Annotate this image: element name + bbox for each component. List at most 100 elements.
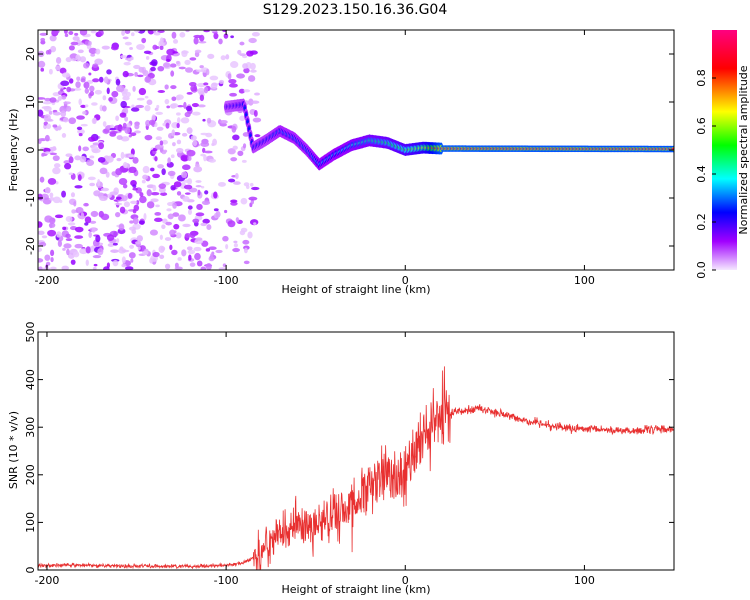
- colorbar-tick-label: 0.2: [695, 213, 708, 231]
- spectrogram-noise-blob: [172, 39, 179, 44]
- spectrogram-noise-blob: [49, 97, 57, 103]
- spectrogram-ridge-core: [246, 120, 249, 124]
- spectrogram-noise-blob: [178, 66, 186, 70]
- spectrogram-noise-blob: [53, 163, 61, 168]
- spectrogram-noise-blob: [165, 122, 170, 129]
- spectrogram-noise-blob: [134, 30, 140, 33]
- spectrogram-noise-blob: [78, 132, 83, 137]
- spectrogram-noise-blob: [118, 223, 125, 231]
- spectrogram-noise-blob: [250, 69, 257, 73]
- spectrogram-noise-blob: [167, 170, 176, 177]
- spectrogram-noise-blob: [248, 98, 254, 106]
- spectrogram-noise-blob: [175, 60, 180, 65]
- spectrogram-noise-blob: [209, 75, 219, 81]
- spectrogram-noise-blob: [83, 81, 90, 89]
- spectrogram-noise-blob: [74, 235, 84, 239]
- spectrogram-noise-blob: [103, 266, 110, 270]
- spectrogram-noise-blob: [225, 244, 229, 250]
- spectrogram-noise-blob: [135, 104, 145, 109]
- spectrogram-noise-blob: [192, 111, 201, 116]
- spectrogram-noise-blob: [38, 258, 44, 263]
- spectrogram-noise-blob: [132, 85, 136, 92]
- spectrogram-noise-blob: [50, 45, 57, 53]
- spectrogram-noise-blob: [155, 136, 162, 141]
- spectrogram-noise-blob: [143, 213, 147, 221]
- spectrogram-noise-blob: [70, 192, 76, 198]
- spectrogram-noise-blob: [157, 30, 165, 33]
- spectrogram-noise-blob: [227, 220, 236, 228]
- spectrogram-noise-blob: [215, 249, 223, 254]
- spectrogram-noise-blob: [154, 212, 162, 216]
- spectrogram-noise-blob: [175, 147, 184, 154]
- spectrogram-noise-blob: [98, 142, 105, 150]
- spectrogram-noise-blob: [233, 243, 238, 248]
- spectrogram-noise-blob: [49, 192, 54, 198]
- spectrogram-noise-blob: [229, 92, 237, 97]
- spectrogram-noise-blob: [52, 124, 58, 128]
- spectrogram-noise-blob: [141, 37, 147, 44]
- spectrogram-noise-blob: [49, 152, 58, 156]
- spectrogram-noise-blob: [203, 30, 210, 33]
- spectrogram-noise-blob: [48, 49, 52, 55]
- spectrogram-noise-blob: [99, 195, 108, 202]
- spectrogram-noise-blob: [164, 237, 172, 241]
- spectrogram-noise-blob: [154, 156, 158, 162]
- spectrogram-noise-blob: [246, 50, 254, 57]
- spectrogram-noise-blob: [109, 130, 118, 135]
- spectrogram-noise-blob: [124, 30, 131, 34]
- spectrogram-noise-blob: [80, 78, 86, 83]
- spectrogram-noise-blob: [122, 122, 127, 129]
- spectrogram-noise-blob: [215, 210, 221, 218]
- spectrogram-noise-blob: [147, 30, 155, 35]
- spectrogram-noise-blob: [197, 189, 201, 196]
- spectrogram-noise-blob: [144, 76, 151, 83]
- spectrogram-noise-blob: [64, 33, 69, 38]
- spectrogram-noise-blob: [64, 163, 72, 170]
- spectrogram-noise-blob: [158, 245, 165, 253]
- snr-ylabel: SNR (10 * v/v): [7, 411, 20, 489]
- spectrogram-noise-blob: [224, 209, 228, 214]
- spectrogram-noise-blob: [164, 84, 169, 90]
- spectrogram-noise-blob: [68, 117, 77, 125]
- spectrogram-noise-blob: [239, 41, 245, 46]
- spectrogram-noise-blob: [188, 254, 192, 261]
- spectrogram-noise-blob: [175, 94, 184, 100]
- spectrogram-noise-blob: [249, 182, 254, 187]
- spectrogram-noise-blob: [144, 104, 151, 112]
- spectrogram-noise-blob: [184, 192, 191, 195]
- spectrogram-ytick-label: -20: [24, 237, 37, 255]
- spectrogram-noise-blob: [170, 70, 175, 77]
- spectrogram-noise-blob: [182, 164, 191, 171]
- spectrogram-noise-blob: [115, 115, 120, 122]
- spectrogram-noise-blob: [175, 232, 182, 239]
- spectrogram-noise-blob: [94, 89, 102, 95]
- spectrogram-noise-blob: [161, 224, 166, 230]
- spectrogram-noise-blob: [142, 174, 149, 180]
- spectrogram-noise-blob: [78, 98, 82, 106]
- spectrogram-noise-blob: [208, 158, 216, 163]
- spectrogram-noise-blob: [70, 41, 79, 46]
- spectrogram-noise-blob: [155, 111, 164, 115]
- spectrogram-noise-blob: [159, 37, 164, 44]
- spectrogram-noise-blob: [84, 104, 89, 108]
- spectrogram-noise-blob: [50, 249, 55, 257]
- spectrogram-noise-blob: [243, 247, 248, 254]
- spectrogram-noise-blob: [149, 257, 154, 264]
- spectrogram-noise-blob: [202, 218, 210, 224]
- spectrogram-noise-blob: [79, 248, 88, 255]
- spectrogram-noise-blob: [176, 122, 180, 129]
- spectrogram-noise-blob: [247, 75, 256, 82]
- spectrogram-noise-blob: [128, 154, 135, 158]
- spectrogram-noise-blob: [185, 67, 194, 73]
- spectrogram-noise-blob: [192, 218, 200, 224]
- spectrogram-ridge-core: [244, 113, 248, 117]
- spectrogram-noise-blob: [200, 141, 210, 147]
- spectrogram-noise-blob: [98, 76, 104, 83]
- spectrogram-noise-blob: [57, 239, 62, 248]
- spectrogram-noise-blob: [233, 181, 241, 185]
- spectrogram-noise-blob: [136, 43, 145, 50]
- spectrogram-noise-blob: [129, 220, 134, 224]
- spectrogram-noise-blob: [82, 111, 87, 115]
- spectrogram-noise-blob: [92, 254, 102, 259]
